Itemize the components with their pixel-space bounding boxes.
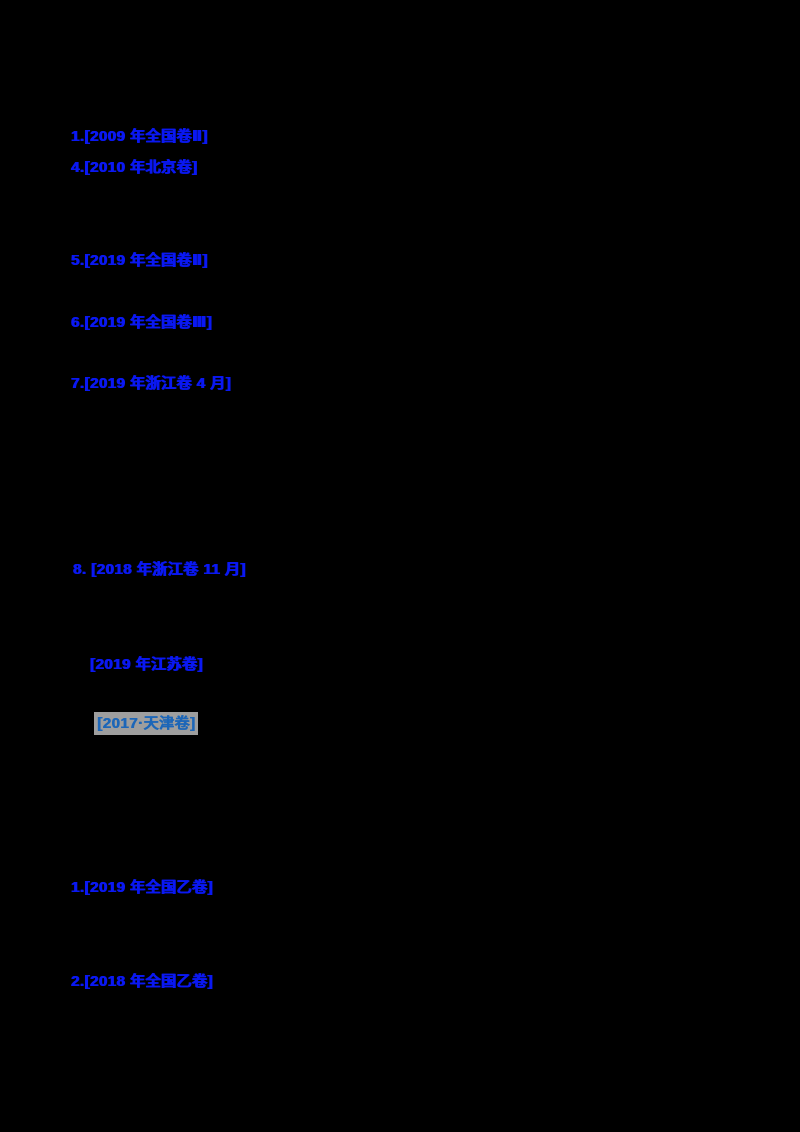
- exam-source-link-8-selected[interactable]: [2017·天津卷]: [94, 712, 199, 735]
- exam-source-link-9[interactable]: 1.[2019 年全国乙卷]: [71, 879, 214, 896]
- exam-source-link-4[interactable]: 6.[2019 年全国卷Ⅲ]: [71, 314, 213, 331]
- exam-source-link-2[interactable]: 4.[2010 年北京卷]: [71, 159, 198, 176]
- exam-source-link-1[interactable]: 1.[2009 年全国卷Ⅱ]: [71, 128, 208, 145]
- exam-source-link-10[interactable]: 2.[2018 年全国乙卷]: [71, 973, 214, 990]
- exam-source-link-3[interactable]: 5.[2019 年全国卷Ⅱ]: [71, 252, 208, 269]
- exam-source-link-7[interactable]: [2019 年江苏卷]: [90, 656, 204, 673]
- exam-source-link-5[interactable]: 7.[2019 年浙江卷 4 月]: [71, 375, 232, 392]
- exam-source-link-6[interactable]: 8. [2018 年浙江卷 11 月]: [73, 561, 246, 578]
